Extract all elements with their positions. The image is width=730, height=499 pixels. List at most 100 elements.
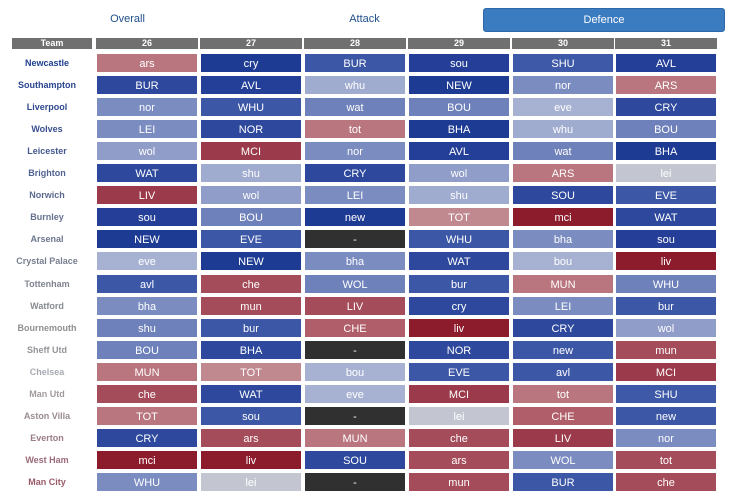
- team-name: Man City: [28, 477, 66, 487]
- fixture-cell: -: [304, 229, 406, 249]
- fixture-cell: BOU: [408, 97, 510, 117]
- fixture-cell: WAT: [96, 163, 198, 183]
- fixture-cell: ars: [96, 53, 198, 73]
- fixture-cell: BOU: [96, 340, 198, 360]
- fixture-cell: MCI: [200, 141, 302, 161]
- fixture-cell: SHU: [512, 53, 614, 73]
- team-name: West Ham: [25, 455, 69, 465]
- fixture-cell: TOT: [408, 207, 510, 227]
- fixture-cell: whu: [512, 119, 614, 139]
- fixture-cell: WAT: [200, 384, 302, 404]
- fixture-cell: wol: [615, 318, 717, 338]
- fixture-cell: CRY: [512, 318, 614, 338]
- fixture-cell: MUN: [96, 362, 198, 382]
- fixture-cell: BOU: [200, 207, 302, 227]
- fixture-cell: cry: [200, 53, 302, 73]
- fixture-cell: eve: [512, 97, 614, 117]
- fixture-cell: MCI: [615, 362, 717, 382]
- fixture-cell: bha: [96, 296, 198, 316]
- tab-attack[interactable]: Attack: [349, 13, 380, 25]
- fixture-cell: TOT: [200, 362, 302, 382]
- fixture-cell: ars: [408, 450, 510, 470]
- team-name: Aston Villa: [23, 411, 71, 421]
- fixture-cell: mci: [512, 207, 614, 227]
- fixture-cell: TOT: [96, 406, 198, 426]
- fixture-cell: che: [96, 384, 198, 404]
- fixture-cell: che: [200, 274, 302, 294]
- fixture-cell: mun: [408, 472, 510, 492]
- fixture-cell: NOR: [408, 340, 510, 360]
- team-name: Leicester: [27, 146, 67, 156]
- fixture-cell: lei: [615, 163, 717, 183]
- team-name: Burnley: [30, 212, 64, 222]
- fixture-cell: -: [304, 472, 406, 492]
- tab-overall[interactable]: Overall: [110, 13, 145, 25]
- fixture-cell: bur: [200, 318, 302, 338]
- fixture-cell: che: [408, 428, 510, 448]
- fixture-cell: liv: [200, 450, 302, 470]
- fixture-cell: EVE: [408, 362, 510, 382]
- fixture-cell: nor: [96, 97, 198, 117]
- team-name: Chelsea: [29, 367, 65, 377]
- fixture-cell: shu: [96, 318, 198, 338]
- fixture-cell: nor: [615, 428, 717, 448]
- fixture-cell: ars: [200, 428, 302, 448]
- fixture-cell: NEW: [200, 251, 302, 271]
- fixture-cell: BUR: [96, 75, 198, 95]
- column-header-gw-30: 30: [512, 38, 614, 49]
- fixture-cell: bur: [615, 296, 717, 316]
- fixture-cell: whu: [304, 75, 406, 95]
- tab-defence[interactable]: Defence: [483, 8, 725, 32]
- fixture-cell: -: [304, 406, 406, 426]
- fixture-cell: WAT: [408, 251, 510, 271]
- team-name: Bournemouth: [17, 323, 77, 333]
- fixture-cell: sou: [96, 207, 198, 227]
- fixture-cell: LIV: [512, 428, 614, 448]
- fixture-cell: mun: [615, 340, 717, 360]
- fixture-cell: wol: [408, 163, 510, 183]
- fixture-cell: MUN: [304, 428, 406, 448]
- team-name: Man Utd: [29, 389, 65, 399]
- fixture-cell: WOL: [512, 450, 614, 470]
- fixture-cell: EVE: [615, 185, 717, 205]
- fixture-cell: LEI: [304, 185, 406, 205]
- team-name: Crystal Palace: [16, 256, 78, 266]
- fixture-cell: new: [304, 207, 406, 227]
- team-name: Liverpool: [26, 102, 68, 112]
- fixture-cell: new: [512, 340, 614, 360]
- fixture-cell: NEW: [408, 75, 510, 95]
- fixture-cell: BOU: [615, 119, 717, 139]
- fixture-cell: WHU: [408, 229, 510, 249]
- view-tabs: Overall Attack Defence: [0, 0, 730, 36]
- fixture-cell: shu: [200, 163, 302, 183]
- team-name: Arsenal: [30, 234, 64, 244]
- fixture-cell: liv: [615, 251, 717, 271]
- fixture-cell: new: [615, 406, 717, 426]
- fixture-cell: mci: [96, 450, 198, 470]
- fixture-cell: avl: [512, 362, 614, 382]
- team-name: Southampton: [18, 80, 76, 90]
- fixture-cell: SHU: [615, 384, 717, 404]
- fixture-cell: NOR: [200, 119, 302, 139]
- fixture-cell: LIV: [96, 185, 198, 205]
- fixture-cell: BHA: [615, 141, 717, 161]
- fixture-cell: LIV: [304, 296, 406, 316]
- fixture-cell: tot: [304, 119, 406, 139]
- fixture-cell: EVE: [200, 229, 302, 249]
- fixture-cell: wat: [304, 97, 406, 117]
- column-header-team: Team: [12, 38, 92, 49]
- fixture-cell: bou: [512, 251, 614, 271]
- fixture-cell: SOU: [512, 185, 614, 205]
- fixture-cell: ARS: [512, 163, 614, 183]
- fixture-cell: lei: [200, 472, 302, 492]
- team-name: Watford: [30, 301, 64, 311]
- fixture-cell: lei: [408, 406, 510, 426]
- team-name: Newcastle: [24, 58, 70, 68]
- team-name: Tottenham: [24, 279, 70, 289]
- fixture-cell: nor: [512, 75, 614, 95]
- fixture-cell: sou: [408, 53, 510, 73]
- fixture-cell: sou: [200, 406, 302, 426]
- fixture-cell: tot: [615, 450, 717, 470]
- fixture-cell: eve: [96, 251, 198, 271]
- fixture-cell: tot: [512, 384, 614, 404]
